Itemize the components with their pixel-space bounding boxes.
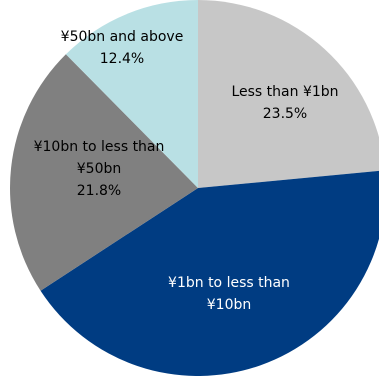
pie-slice-1 [198, 0, 379, 188]
slice-category-label: ¥1bn to less than [168, 275, 290, 291]
slice-category-label: ¥10bn [207, 297, 251, 313]
pie-slice-3 [9, 54, 199, 291]
slice-value-label: 23.5% [263, 106, 307, 122]
slice-category-label: ¥50bn [77, 161, 121, 177]
pie-slice-4 [65, 0, 199, 188]
pie-slice-2 [40, 170, 379, 376]
slice-category-label: ¥10bn to less than [34, 139, 165, 155]
slice-category-label: ¥50bn and above [61, 29, 184, 45]
slice-value-label: 12.4% [100, 51, 144, 67]
slice-value-label: 21.8% [77, 183, 121, 199]
pie-slices [9, 0, 379, 376]
pie-labels: Less than ¥1bn 23.5% ¥1bn to less than ¥10b… [34, 29, 339, 313]
slice-category-label: Less than ¥1bn [231, 84, 338, 100]
